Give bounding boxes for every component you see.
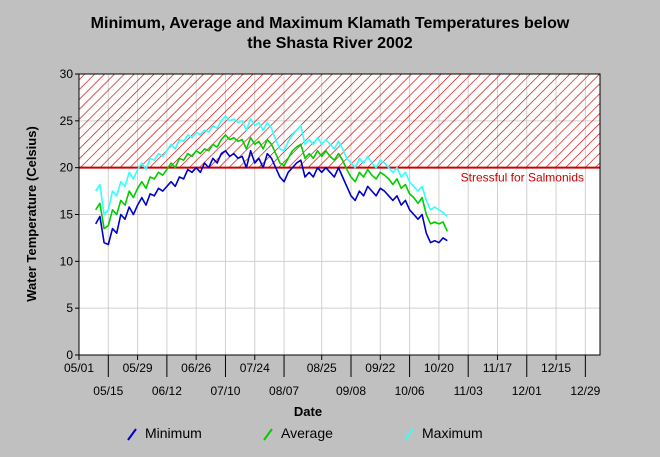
series-line-maximum: [95, 115, 448, 217]
x-axis-title: Date: [294, 404, 322, 419]
legend-swatch-maximum: [404, 428, 414, 441]
x-tick-label: 08/07: [269, 384, 299, 398]
x-tick-label: 06/26: [181, 361, 211, 375]
y-tick-label: 25: [60, 114, 74, 128]
series-line-average: [95, 134, 449, 232]
y-tick-label: 20: [60, 161, 74, 175]
chart-title-line-2: the Shasta River 2002: [247, 35, 413, 52]
chart-title-line-1: Minimum, Average and Maximum Klamath Tem…: [90, 15, 570, 32]
stressful-threshold-band: [79, 74, 600, 168]
x-tick-label: 11/03: [454, 384, 483, 398]
legend-label-maximum: Maximum: [422, 425, 483, 441]
x-tick-label: 11/17: [483, 361, 512, 375]
legend-label-average: Average: [281, 425, 333, 441]
x-tick-label: 07/10: [210, 384, 240, 398]
x-tick-label: 05/29: [123, 361, 153, 375]
x-tick-label: 10/20: [424, 361, 454, 375]
x-tick-label: 12/15: [541, 361, 571, 375]
series-line-minimum: [95, 150, 448, 246]
x-tick-label: 10/06: [395, 384, 425, 398]
x-tick-label: 08/25: [307, 361, 337, 375]
x-tick-label: 09/08: [336, 384, 366, 398]
x-tick-label: 07/24: [240, 361, 270, 375]
y-axis: 0 5 10 15 20 25 30: [60, 67, 79, 362]
legend-swatch-minimum: [127, 428, 137, 441]
x-tick-label: 06/12: [152, 384, 182, 398]
x-tick-label: 05/15: [93, 384, 123, 398]
y-tick-label: 10: [60, 254, 74, 268]
legend-label-minimum: Minimum: [145, 425, 202, 441]
y-axis-title: Water Temperature (Celsius): [24, 126, 39, 302]
x-tick-label: 12/01: [512, 384, 542, 398]
x-tick-label: 05/01: [64, 361, 94, 375]
x-tick-label: 09/22: [365, 361, 395, 375]
x-axis: 05/01 05/29 06/26 07/24 08/25 09/22 10/20 11/17…: [64, 355, 601, 398]
series-lines: [95, 115, 449, 246]
threshold-label: Stressful for Salmonids: [461, 171, 584, 185]
legend: Minimum Average Maximum: [127, 425, 483, 441]
y-tick-label: 30: [60, 67, 74, 81]
y-tick-label: 0: [66, 348, 73, 362]
chart-title: Minimum, Average and Maximum Klamath Tem…: [0, 14, 660, 54]
y-tick-label: 15: [60, 208, 74, 222]
legend-swatch-average: [263, 428, 273, 441]
x-tick-label: 12/29: [570, 384, 600, 398]
y-tick-label: 5: [66, 301, 73, 315]
